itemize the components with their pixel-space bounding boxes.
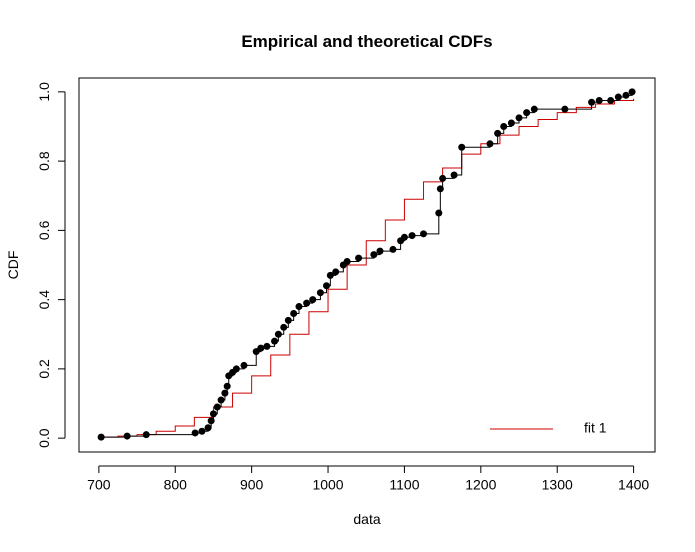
empirical-point <box>595 97 603 105</box>
empirical-point <box>400 233 408 241</box>
empirical-point <box>142 431 150 439</box>
theoretical-cdf <box>98 98 635 438</box>
empirical-point <box>439 174 447 182</box>
empirical-point <box>232 365 240 373</box>
empirical-point <box>326 271 334 279</box>
empirical-point <box>376 247 384 255</box>
empirical-point <box>263 342 271 350</box>
empirical-point <box>435 209 443 217</box>
empirical-point <box>213 403 221 411</box>
empirical-point <box>295 303 303 311</box>
empirical-point <box>323 282 331 290</box>
empirical-point <box>204 424 212 432</box>
empirical-point <box>561 105 569 113</box>
empirical-point <box>500 122 508 130</box>
x-tick-label: 900 <box>240 477 264 493</box>
empirical-point <box>458 143 466 151</box>
y-axis-label: CDF <box>5 251 21 280</box>
empirical-point <box>494 129 502 137</box>
empirical-point <box>389 245 397 253</box>
y-tick-label: 0.0 <box>36 428 52 448</box>
x-tick-label: 800 <box>164 477 188 493</box>
empirical-point <box>271 337 279 345</box>
x-tick-label: 700 <box>87 477 111 493</box>
legend-label: fit 1 <box>584 420 607 436</box>
empirical-point <box>207 417 215 425</box>
empirical-point <box>523 109 531 117</box>
empirical-point <box>420 230 428 238</box>
x-tick-label: 1400 <box>618 477 649 493</box>
empirical-point <box>450 171 458 179</box>
x-axis-label: data <box>353 511 380 527</box>
empirical-point <box>614 93 622 101</box>
empirical-point <box>343 258 351 266</box>
empirical-point <box>240 361 248 369</box>
y-tick-label: 0.8 <box>36 151 52 171</box>
empirical-point <box>622 91 630 99</box>
y-tick-label: 0.4 <box>36 290 52 310</box>
plot-frame <box>78 77 656 453</box>
chart-title: Empirical and theoretical CDFs <box>241 32 492 51</box>
empirical-point <box>530 105 538 113</box>
empirical-point <box>280 323 288 331</box>
empirical-point <box>123 432 131 440</box>
empirical-point <box>370 251 378 259</box>
y-tick-label: 0.6 <box>36 220 52 240</box>
empirical-point <box>191 429 199 437</box>
empirical-point <box>303 299 311 307</box>
y-tick-label: 1.0 <box>36 82 52 102</box>
x-tick-label: 1200 <box>465 477 496 493</box>
empirical-point <box>408 232 416 240</box>
empirical-point <box>332 268 340 276</box>
empirical-point <box>628 88 636 96</box>
empirical-point <box>436 185 444 193</box>
empirical-point <box>198 427 206 435</box>
empirical-point <box>607 97 615 105</box>
x-tick-label: 1000 <box>312 477 343 493</box>
empirical-point <box>507 119 515 127</box>
x-tick-label: 1100 <box>389 477 419 493</box>
empirical-point <box>217 396 225 404</box>
empirical-point <box>257 344 265 352</box>
empirical-point <box>290 309 298 317</box>
empirical-point <box>486 140 494 148</box>
empirical-point <box>274 330 282 338</box>
empirical-point <box>588 98 596 106</box>
empirical-point <box>309 296 317 304</box>
empirical-point <box>284 316 292 324</box>
empirical-point <box>355 254 363 262</box>
x-tick-label: 1300 <box>542 477 573 493</box>
empirical-point <box>223 382 231 390</box>
empirical-point <box>515 114 523 122</box>
empirical-point <box>97 433 105 441</box>
empirical-point <box>221 389 229 397</box>
y-tick-label: 0.2 <box>36 359 52 379</box>
empirical-point <box>316 289 324 297</box>
empirical-point <box>209 410 217 418</box>
